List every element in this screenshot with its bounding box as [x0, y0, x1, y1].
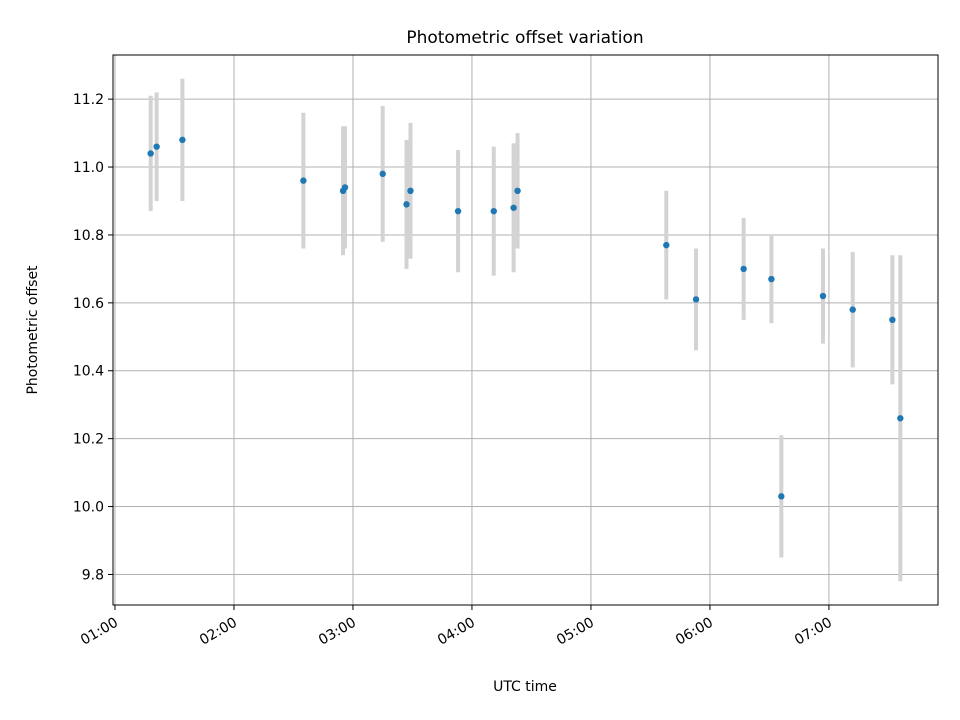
- x-tick-label: 04:00: [435, 615, 478, 649]
- x-tick-label: 01:00: [78, 615, 121, 649]
- data-point: [407, 187, 414, 195]
- y-tick-label: 10.0: [73, 500, 104, 516]
- data-point: [300, 177, 307, 184]
- y-tick-label: 11.0: [73, 160, 104, 176]
- data-point: [147, 150, 154, 157]
- data-point: [663, 241, 670, 249]
- data-point: [179, 136, 186, 144]
- data-point: [403, 201, 410, 208]
- y-axis-ticks: 9.8 10.0 10.2 10.4 10.6 10.8 11.0 11.2: [73, 92, 113, 583]
- x-tick-label: 05:00: [554, 615, 597, 649]
- x-axis-ticks: 01:00 02:00 03:00 04:00 05:00 06:00 07:00: [78, 605, 835, 649]
- data-point: [897, 415, 904, 422]
- data-point: [692, 296, 700, 303]
- data-point: [889, 316, 896, 324]
- x-tick-label: 03:00: [316, 615, 359, 649]
- y-tick-label: 11.2: [73, 92, 104, 108]
- data-point: [740, 265, 747, 273]
- data-point: [778, 493, 785, 500]
- y-tick-label: 10.6: [73, 296, 104, 312]
- chart-title: Photometric offset variation: [406, 28, 643, 48]
- data-point: [341, 184, 349, 191]
- y-axis-label: Photometric offset: [25, 265, 41, 395]
- plot-frame: [112, 54, 939, 606]
- data-point: [153, 143, 160, 150]
- y-tick-label: 10.2: [73, 432, 104, 448]
- y-tick-label: 9.8: [82, 567, 104, 583]
- data-point: [490, 207, 497, 215]
- data-point: [849, 306, 856, 313]
- x-tick-label: 07:00: [792, 615, 835, 649]
- y-tick-label: 10.8: [73, 228, 104, 244]
- data-point: [819, 292, 827, 300]
- data-point: [454, 207, 462, 215]
- data-point: [379, 170, 386, 178]
- data-point: [510, 204, 517, 211]
- data-point: [514, 187, 521, 195]
- x-tick-label: 02:00: [197, 615, 240, 649]
- data-points: [147, 136, 904, 500]
- x-tick-label: 06:00: [673, 615, 716, 649]
- y-tick-label: 10.4: [73, 364, 104, 380]
- grid-lines: [113, 55, 938, 605]
- error-bars: [148, 78, 903, 582]
- x-axis-label: UTC time: [493, 679, 557, 695]
- data-point: [768, 275, 775, 283]
